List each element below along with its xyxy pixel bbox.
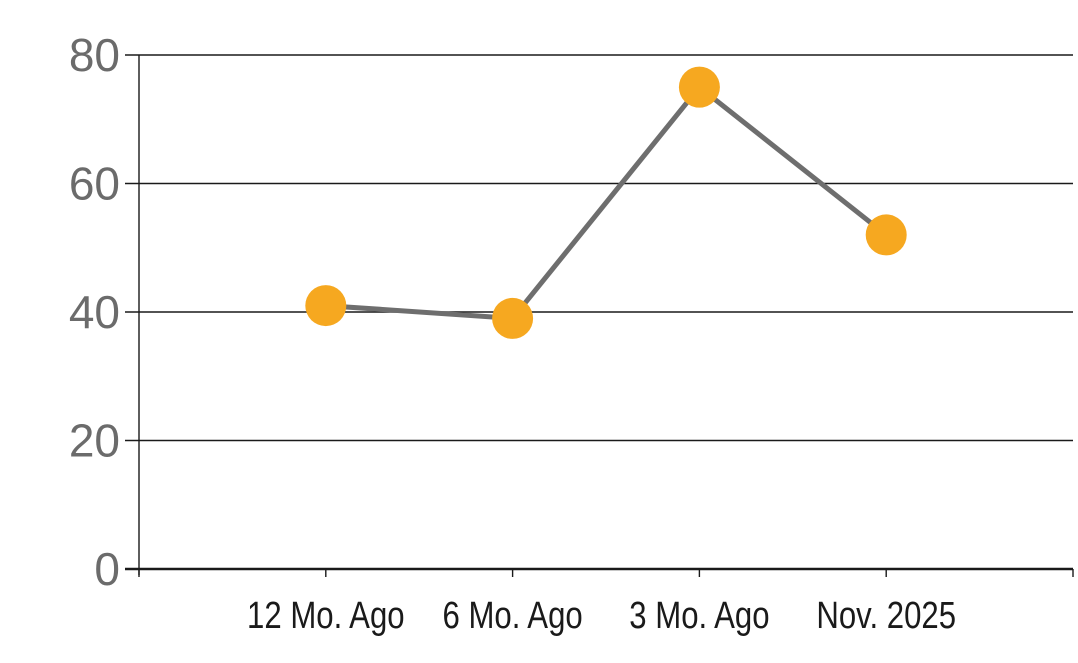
data-point-marker — [678, 66, 720, 108]
x-tick-label: 6 Mo. Ago — [442, 595, 582, 637]
y-tick-label: 0 — [94, 543, 120, 595]
data-point-marker — [492, 297, 534, 339]
y-tick-label: 80 — [69, 29, 120, 81]
data-point-marker — [865, 214, 907, 256]
x-tick-label: 3 Mo. Ago — [629, 595, 769, 637]
x-tick-label: Nov. 2025 — [816, 595, 956, 637]
x-tick-label: 12 Mo. Ago — [247, 595, 405, 637]
y-tick-label: 60 — [69, 158, 120, 210]
series-line — [323, 83, 889, 322]
data-point-marker — [305, 285, 347, 327]
y-tick-label: 20 — [69, 415, 120, 467]
y-tick-label: 40 — [69, 286, 120, 338]
